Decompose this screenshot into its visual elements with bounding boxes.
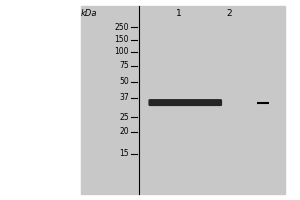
Text: 15: 15 xyxy=(119,150,129,158)
Text: 20: 20 xyxy=(119,128,129,136)
Text: 37: 37 xyxy=(119,94,129,102)
Text: 100: 100 xyxy=(115,47,129,56)
FancyBboxPatch shape xyxy=(149,100,221,105)
Text: 25: 25 xyxy=(119,112,129,121)
Text: 2: 2 xyxy=(227,8,232,18)
Text: kDa: kDa xyxy=(80,8,97,18)
Text: 1: 1 xyxy=(176,8,182,18)
Text: 250: 250 xyxy=(115,22,129,31)
Text: 50: 50 xyxy=(119,77,129,86)
Text: 150: 150 xyxy=(115,36,129,45)
Bar xyxy=(81,6,285,194)
Text: 75: 75 xyxy=(119,61,129,70)
